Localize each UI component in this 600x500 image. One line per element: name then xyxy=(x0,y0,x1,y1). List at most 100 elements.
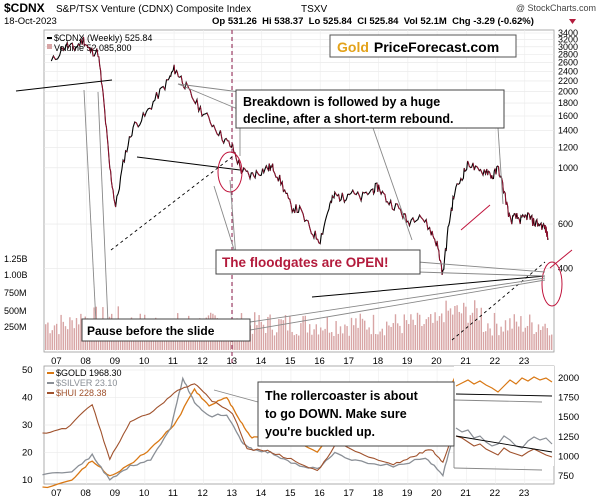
volume-bar xyxy=(326,317,328,350)
volume-bar xyxy=(271,329,273,350)
top-x-tick-label: 13 xyxy=(227,356,238,367)
volume-tick-label: 250M xyxy=(4,322,27,332)
top-x-tick-label: 18 xyxy=(373,356,384,367)
top-x-tick-label: 21 xyxy=(460,356,471,367)
floodgates-callout: The floodgates are OPEN! xyxy=(222,255,389,270)
volume-bar xyxy=(256,325,258,350)
volume-bar xyxy=(421,326,423,350)
bottom-x-tick-label: 16 xyxy=(314,488,325,499)
volume-bar xyxy=(544,323,546,350)
volume-bar xyxy=(251,333,254,350)
volume-bar xyxy=(78,324,80,350)
volume-bar xyxy=(513,314,515,350)
left-y-tick-label: 30 xyxy=(22,420,33,431)
volume-bar xyxy=(467,322,469,350)
volume-bar xyxy=(377,334,379,350)
top-x-axis: 07 08 09 10 11 12 13 14 15 16 17 18 19 20 21 22 23 xyxy=(51,356,529,367)
volume-bar xyxy=(441,313,443,350)
volume-bar xyxy=(302,316,304,350)
volume-bar xyxy=(436,320,438,350)
volume-bar xyxy=(243,335,245,350)
volume-bar xyxy=(359,313,361,350)
volume-bar xyxy=(469,315,471,350)
volume-bar xyxy=(394,314,397,350)
volume-bar xyxy=(383,335,386,350)
volume-bar xyxy=(375,334,377,350)
volume-bar xyxy=(496,323,498,350)
volume-bar xyxy=(293,335,295,350)
stockcharts-credit: @ StockCharts.com xyxy=(516,3,596,13)
volume-bar xyxy=(542,326,544,350)
hui-legend: $HUI 228.38 xyxy=(56,388,107,398)
volume-bar xyxy=(304,315,306,350)
volume-bar xyxy=(432,322,434,350)
top-axis-labels: 400 600 1000 1200 1400 1600 1800 20002200240026… xyxy=(4,28,578,332)
breakdown-callout-box xyxy=(235,89,505,129)
bottom-x-axis: 07 08 09 10 11 12 13 14 15 16 17 18 19 20 21 22 23 xyxy=(51,488,529,499)
volume-bar xyxy=(69,317,71,350)
neckline-2012 xyxy=(136,156,241,171)
volume-bar xyxy=(392,323,394,350)
bottom-x-tick-label: 08 xyxy=(80,488,91,499)
volume-bar xyxy=(58,334,60,350)
gold-legend: $GOLD 1968.30 xyxy=(56,368,122,378)
volume-bar xyxy=(540,329,542,350)
volume-bar xyxy=(489,328,491,350)
volume-bar xyxy=(416,312,419,350)
volume-bar xyxy=(476,308,478,350)
right-y-tick-label: 1750 xyxy=(558,393,579,404)
volume-bar xyxy=(56,323,58,350)
volume-bar xyxy=(511,328,513,350)
floodgates-callout-box xyxy=(215,249,421,275)
rising-support-dashed xyxy=(110,156,233,251)
top-x-tick-label: 17 xyxy=(343,356,354,367)
volume-tick-label: 500M xyxy=(4,306,27,316)
volume-bar xyxy=(269,314,271,350)
volume-bar xyxy=(414,324,416,350)
top-x-tick-label: 16 xyxy=(314,356,325,367)
volume-bar xyxy=(366,329,368,350)
volume-bar xyxy=(339,326,342,350)
top-series-legend: $CDNX (Weekly) 525.84 xyxy=(54,33,152,43)
top-y-tick-label: 1800 xyxy=(558,98,578,108)
rollercoaster-callout-box xyxy=(257,381,455,447)
inset-gold-line xyxy=(455,376,553,393)
bottom-x-tick-label: 23 xyxy=(519,488,530,499)
volume-bar xyxy=(434,312,436,350)
volume-bar xyxy=(346,326,348,350)
volume-bar xyxy=(64,326,67,350)
volume-bar xyxy=(342,333,344,350)
volume-bar xyxy=(520,316,522,350)
bottom-x-tick-label: 19 xyxy=(402,488,413,499)
right-y-tick-label: 1250 xyxy=(558,432,579,443)
ohlc-stats: Op 531.26 Hi 538.37 Lo 525.84 Cl 525.84 … xyxy=(212,16,534,27)
top-x-tick-label: 14 xyxy=(256,356,267,367)
volume-bar xyxy=(71,320,73,350)
pause-callout: Pause before the slide xyxy=(87,324,215,338)
volume-bar xyxy=(533,333,535,350)
inset-hui-line xyxy=(455,435,553,458)
volume-bar xyxy=(526,325,529,350)
volume-bar xyxy=(507,330,509,350)
volume-bar xyxy=(278,319,280,350)
recent-inset-series xyxy=(455,376,553,458)
top-y-tick-label: 1600 xyxy=(558,111,578,121)
volume-bar xyxy=(284,315,287,350)
volume-bar xyxy=(306,332,309,350)
hui-line xyxy=(42,383,456,472)
trendlines xyxy=(15,79,573,341)
volume-bar xyxy=(463,302,465,350)
volume-bar xyxy=(500,326,502,350)
circle-2023 xyxy=(541,261,563,307)
volume-bar xyxy=(480,307,482,350)
inset-silver-trend xyxy=(455,435,553,453)
volume-bar xyxy=(456,305,458,350)
volume-bar xyxy=(49,333,51,350)
bottom-x-tick-label: 10 xyxy=(139,488,150,499)
volume-bar xyxy=(399,325,401,350)
top-y-tick-label: 3200 xyxy=(558,35,578,45)
volume-bar xyxy=(254,312,256,350)
volume-bar xyxy=(425,319,427,350)
volume-bar xyxy=(47,322,49,350)
volume-bar xyxy=(412,319,414,350)
